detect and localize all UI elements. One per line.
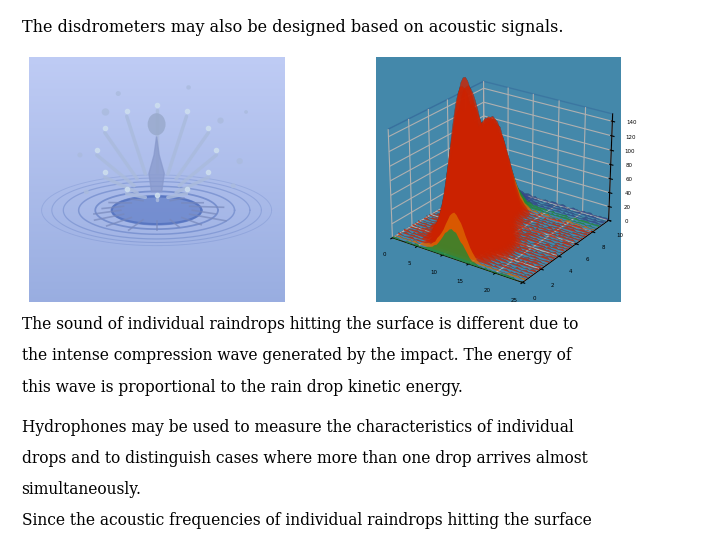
Circle shape <box>186 85 191 90</box>
Ellipse shape <box>111 195 202 226</box>
Circle shape <box>102 109 109 116</box>
Text: The disdrometers may also be designed based on acoustic signals.: The disdrometers may also be designed ba… <box>22 19 563 36</box>
Text: drops and to distinguish cases where more than one drop arrives almost: drops and to distinguish cases where mor… <box>22 450 588 467</box>
Circle shape <box>230 183 236 188</box>
Text: The sound of individual raindrops hitting the surface is different due to: The sound of individual raindrops hittin… <box>22 316 578 333</box>
Text: this wave is proportional to the rain drop kinetic energy.: this wave is proportional to the rain dr… <box>22 379 462 395</box>
Text: the intense compression wave generated by the impact. The energy of: the intense compression wave generated b… <box>22 347 571 364</box>
Circle shape <box>236 158 243 164</box>
Text: simultaneously.: simultaneously. <box>22 481 142 498</box>
Text: Hydrophones may be used to measure the characteristics of individual: Hydrophones may be used to measure the c… <box>22 418 573 435</box>
Circle shape <box>217 118 224 124</box>
Ellipse shape <box>148 113 166 136</box>
Text: Since the acoustic frequencies of individual raindrops hitting the surface: Since the acoustic frequencies of indivi… <box>22 512 591 529</box>
Circle shape <box>77 152 83 158</box>
Polygon shape <box>149 137 164 192</box>
Circle shape <box>244 110 248 114</box>
Circle shape <box>116 91 121 96</box>
Circle shape <box>84 190 89 194</box>
